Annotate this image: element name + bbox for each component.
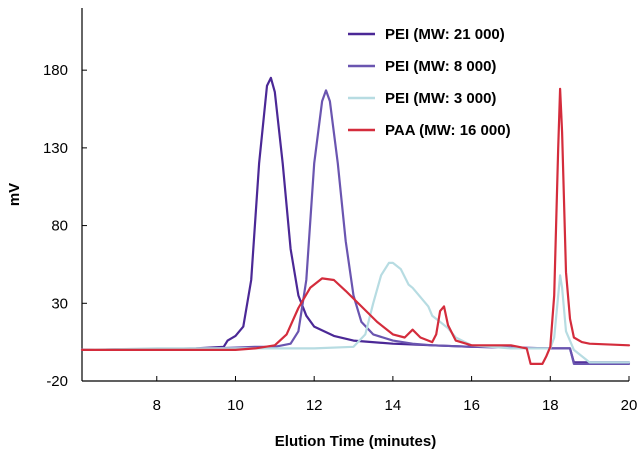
y-tick-label: 130 [43, 140, 68, 157]
axes: 8 10 12 14 16 18 20 -20 30 80 130 180 [43, 8, 637, 414]
series-line-1 [80, 76, 631, 364]
legend-label: PEI (MW: 8 000) [385, 58, 496, 75]
y-axis-title: mV [6, 183, 23, 206]
series-layer [80, 76, 631, 365]
series-line-4 [80, 87, 631, 365]
x-tick-label: 12 [306, 397, 323, 414]
series-line-3 [80, 261, 631, 364]
y-tick-label: 180 [43, 62, 68, 79]
legend: PEI (MW: 21 000) PEI (MW: 8 000) PEI (MW: … [348, 26, 511, 139]
x-tick-label: 20 [621, 397, 638, 414]
series-line-2 [80, 89, 631, 365]
legend-label: PAA (MW: 16 000) [385, 122, 511, 139]
y-tick-label: 80 [51, 218, 68, 235]
x-tick-label: 14 [385, 397, 402, 414]
x-axis-title: Elution Time (minutes) [275, 433, 436, 450]
x-tick-label: 10 [227, 397, 244, 414]
y-tick-label: 30 [51, 295, 68, 312]
x-tick-label: 16 [463, 397, 480, 414]
legend-label: PEI (MW: 21 000) [385, 26, 505, 43]
x-tick-label: 18 [542, 397, 559, 414]
legend-label: PEI (MW: 3 000) [385, 90, 496, 107]
y-tick-label: -20 [46, 373, 68, 390]
x-tick-label: 8 [153, 397, 161, 414]
